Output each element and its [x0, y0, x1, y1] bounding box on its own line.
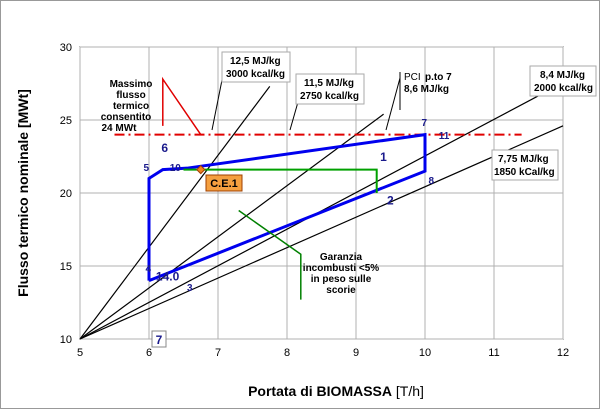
massimo-line-3: termico — [113, 101, 149, 112]
point-label: 6 — [161, 141, 168, 155]
y-tick-label: 15 — [60, 261, 72, 273]
pci-box-8-4: 8,4 MJ/kg 2000 kcal/kg — [529, 65, 597, 97]
pci-box-11-5: 11,5 MJ/kg 2750 kcal/kg — [295, 73, 365, 105]
garanzia-line-3: in peso sulle — [311, 274, 372, 285]
pci-line — [79, 113, 384, 340]
pci-pointer — [385, 77, 401, 131]
garanzia-line-4: scorie — [326, 285, 356, 296]
y-tick-label: 10 — [60, 334, 72, 346]
box3-line-1: 8,4 MJ/kg — [540, 70, 585, 81]
massimo-line-4: consentito — [101, 112, 152, 123]
point-label: 10 — [170, 163, 182, 174]
box1-line-2: 3000 kcal/kg — [226, 69, 285, 80]
box2-line-2: 2750 kcal/kg — [300, 91, 359, 102]
x-tick-labels: 5 6 7 8 9 10 11 12 — [77, 347, 569, 359]
x-tick-label: 12 — [557, 347, 569, 359]
massimo-pointer — [162, 76, 202, 136]
point-label: 8 — [428, 176, 434, 187]
ce1-point — [196, 164, 206, 175]
point-label: 3 — [187, 283, 193, 294]
point-label: 4 — [146, 264, 152, 275]
pci-box-12-5: 12,5 MJ/kg 3000 kcal/kg — [221, 51, 291, 83]
garanzia-pointer — [238, 209, 302, 300]
y-tick-label: 20 — [60, 188, 72, 200]
box4-line-1: 7,75 MJ/kg — [498, 154, 549, 165]
ce1-box — [205, 174, 243, 192]
point-label: 1 — [380, 150, 387, 164]
x-tick-label: 11 — [488, 347, 499, 359]
box1-pointer — [211, 79, 223, 131]
point-label: 11 — [439, 131, 450, 142]
x-axis-title-bold: Portata di BIOMASSA — [248, 383, 392, 399]
x-tick-label: 9 — [353, 347, 359, 359]
pci-annotation: PCI p.to 7 8,6 MJ/kg — [404, 72, 452, 95]
x-axis-title-unit: [T/h] — [392, 383, 424, 399]
garanzia-line-1: Garanzia — [320, 252, 363, 263]
x-tick-label: 5 — [77, 347, 83, 359]
pci-line — [79, 125, 564, 340]
point-label: 7 — [422, 118, 428, 129]
ce1-label: C.E.1 — [210, 178, 238, 190]
box-7-label: 7 — [156, 333, 163, 347]
pci-value: 8,6 MJ/kg — [404, 84, 449, 95]
pci-line — [79, 86, 271, 340]
y-tick-label: 25 — [60, 115, 72, 127]
point-label: 5 — [143, 163, 149, 174]
x-tick-label: 8 — [284, 347, 290, 359]
green-operating-curve — [183, 168, 378, 193]
point-label: 14.0 — [156, 270, 180, 284]
massimo-line-2: flusso — [116, 90, 145, 101]
massimo-annotation: Massimo flusso termico consentito 24 MWt — [101, 79, 153, 134]
box4-line-2: 1850 kCal/kg — [494, 167, 555, 178]
x-tick-label: 7 — [215, 347, 221, 359]
x-axis-title: Portata di BIOMASSA [T/h] — [248, 383, 424, 399]
box3-line-2: 2000 kcal/kg — [534, 83, 593, 94]
operating-envelope — [147, 132, 427, 282]
pci-box-7-75: 7,75 MJ/kg 1850 kCal/kg — [491, 149, 559, 181]
massimo-line-5: 24 MWt — [102, 123, 138, 134]
box2-line-1: 11,5 MJ/kg — [304, 78, 354, 89]
garanzia-annotation: Garanzia incombusti <5% in peso sulle sc… — [303, 252, 380, 296]
point-labels: 1 2 3 4 5 6 7 8 10 11 14.0 — [143, 118, 449, 294]
pci-title-2: p.to 7 — [425, 72, 452, 83]
box1-line-1: 12,5 MJ/kg — [230, 56, 281, 67]
pci-title: PCI — [404, 72, 421, 83]
massimo-line-1: Massimo — [110, 79, 153, 90]
x-tick-label: 6 — [146, 347, 152, 359]
y-tick-labels: 10 15 20 25 30 — [60, 42, 72, 346]
y-axis-title: Flusso termico nominale [MWt] — [15, 89, 31, 297]
box-7-badge: 7 — [151, 330, 167, 348]
y-tick-label: 30 — [60, 42, 72, 54]
point-label: 2 — [387, 194, 394, 208]
garanzia-line-2: incombusti <5% — [303, 263, 380, 274]
x-tick-label: 10 — [419, 347, 431, 359]
